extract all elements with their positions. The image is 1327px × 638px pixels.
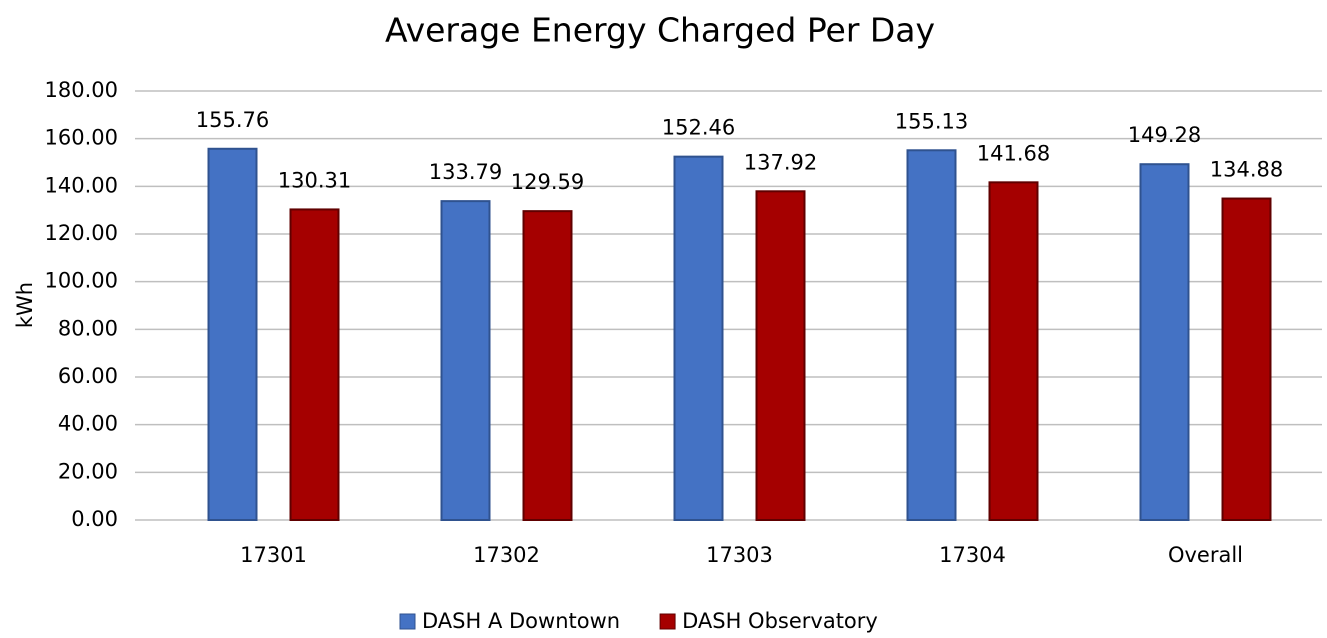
bar	[673, 155, 724, 521]
y-tick-label: 60.00	[58, 364, 118, 388]
bar	[440, 200, 491, 522]
data-label: 134.88	[1210, 158, 1283, 182]
bar	[1139, 163, 1190, 521]
y-tick-label: 120.00	[45, 221, 118, 245]
y-tick-label: 20.00	[58, 459, 118, 483]
data-label: 141.68	[977, 141, 1050, 165]
data-label: 133.79	[429, 160, 502, 184]
data-label: 155.13	[895, 109, 968, 133]
y-tick-label: 160.00	[45, 126, 118, 150]
legend-label: DASH Observatory	[682, 609, 878, 633]
y-tick-label: 0.00	[71, 507, 118, 531]
chart-title: Average Energy Charged Per Day	[385, 11, 935, 50]
y-tick-label: 180.00	[45, 78, 118, 102]
bar	[1221, 197, 1272, 521]
bar	[906, 149, 957, 521]
bar	[289, 208, 340, 521]
legend-swatch	[659, 613, 676, 630]
legend-swatch	[399, 613, 416, 630]
bar	[207, 147, 258, 521]
data-label: 155.76	[196, 108, 269, 132]
y-tick-label: 80.00	[58, 316, 118, 340]
data-label: 152.46	[662, 116, 735, 140]
y-axis-label: kWh	[13, 282, 37, 328]
bar	[755, 190, 806, 521]
data-label: 137.92	[744, 150, 817, 174]
x-tick-label: 17304	[939, 543, 1006, 567]
data-label: 130.31	[278, 168, 351, 192]
y-tick-label: 140.00	[45, 173, 118, 197]
x-tick-label: 17302	[473, 543, 540, 567]
x-tick-label: 17301	[240, 543, 307, 567]
y-tick-label: 100.00	[45, 269, 118, 293]
bar	[988, 181, 1039, 521]
bar	[522, 210, 573, 521]
x-tick-label: Overall	[1168, 543, 1243, 567]
data-label: 149.28	[1128, 123, 1201, 147]
legend-label: DASH A Downtown	[422, 609, 620, 633]
data-label: 129.59	[511, 170, 584, 194]
y-tick-label: 40.00	[58, 412, 118, 436]
x-tick-label: 17303	[706, 543, 773, 567]
